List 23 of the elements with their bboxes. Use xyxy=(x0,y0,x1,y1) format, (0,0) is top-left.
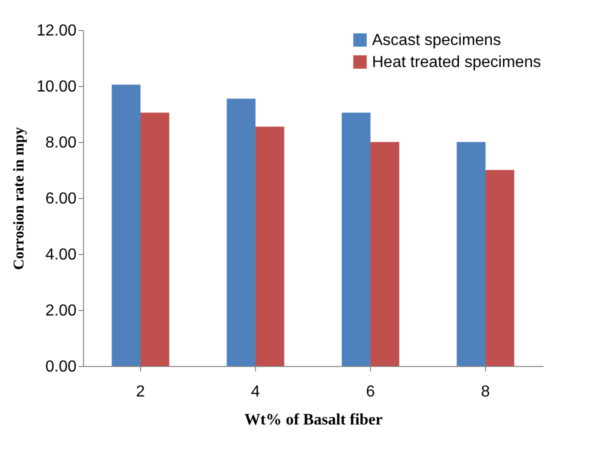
y-tick-label: 4.00 xyxy=(45,246,77,264)
y-axis-title: Corrosion rate in mpy xyxy=(11,126,28,270)
y-tick-label: 8.00 xyxy=(45,134,77,152)
bar xyxy=(342,112,370,366)
y-tick-label: 10.00 xyxy=(36,78,77,96)
bar xyxy=(140,112,170,366)
bar xyxy=(256,126,284,366)
bar xyxy=(486,170,514,366)
legend-label: Ascast specimens xyxy=(372,32,501,49)
y-tick-label: 0.00 xyxy=(45,358,77,376)
x-axis-title: Wt% of Basalt fiber xyxy=(244,412,383,428)
y-tick-label: 2.00 xyxy=(45,302,77,320)
bar xyxy=(456,142,486,366)
bar xyxy=(370,142,400,366)
legend-label: Heat treated specimens xyxy=(372,54,541,71)
x-tick-label: 8 xyxy=(481,384,490,400)
bar xyxy=(112,84,140,366)
y-tick-label: 12.00 xyxy=(36,22,77,40)
x-tick-label: 4 xyxy=(251,384,260,400)
x-tick-label: 2 xyxy=(136,384,146,400)
bar xyxy=(226,98,256,366)
y-tick-label: 6.00 xyxy=(45,190,77,208)
x-tick-label: 6 xyxy=(366,384,376,400)
